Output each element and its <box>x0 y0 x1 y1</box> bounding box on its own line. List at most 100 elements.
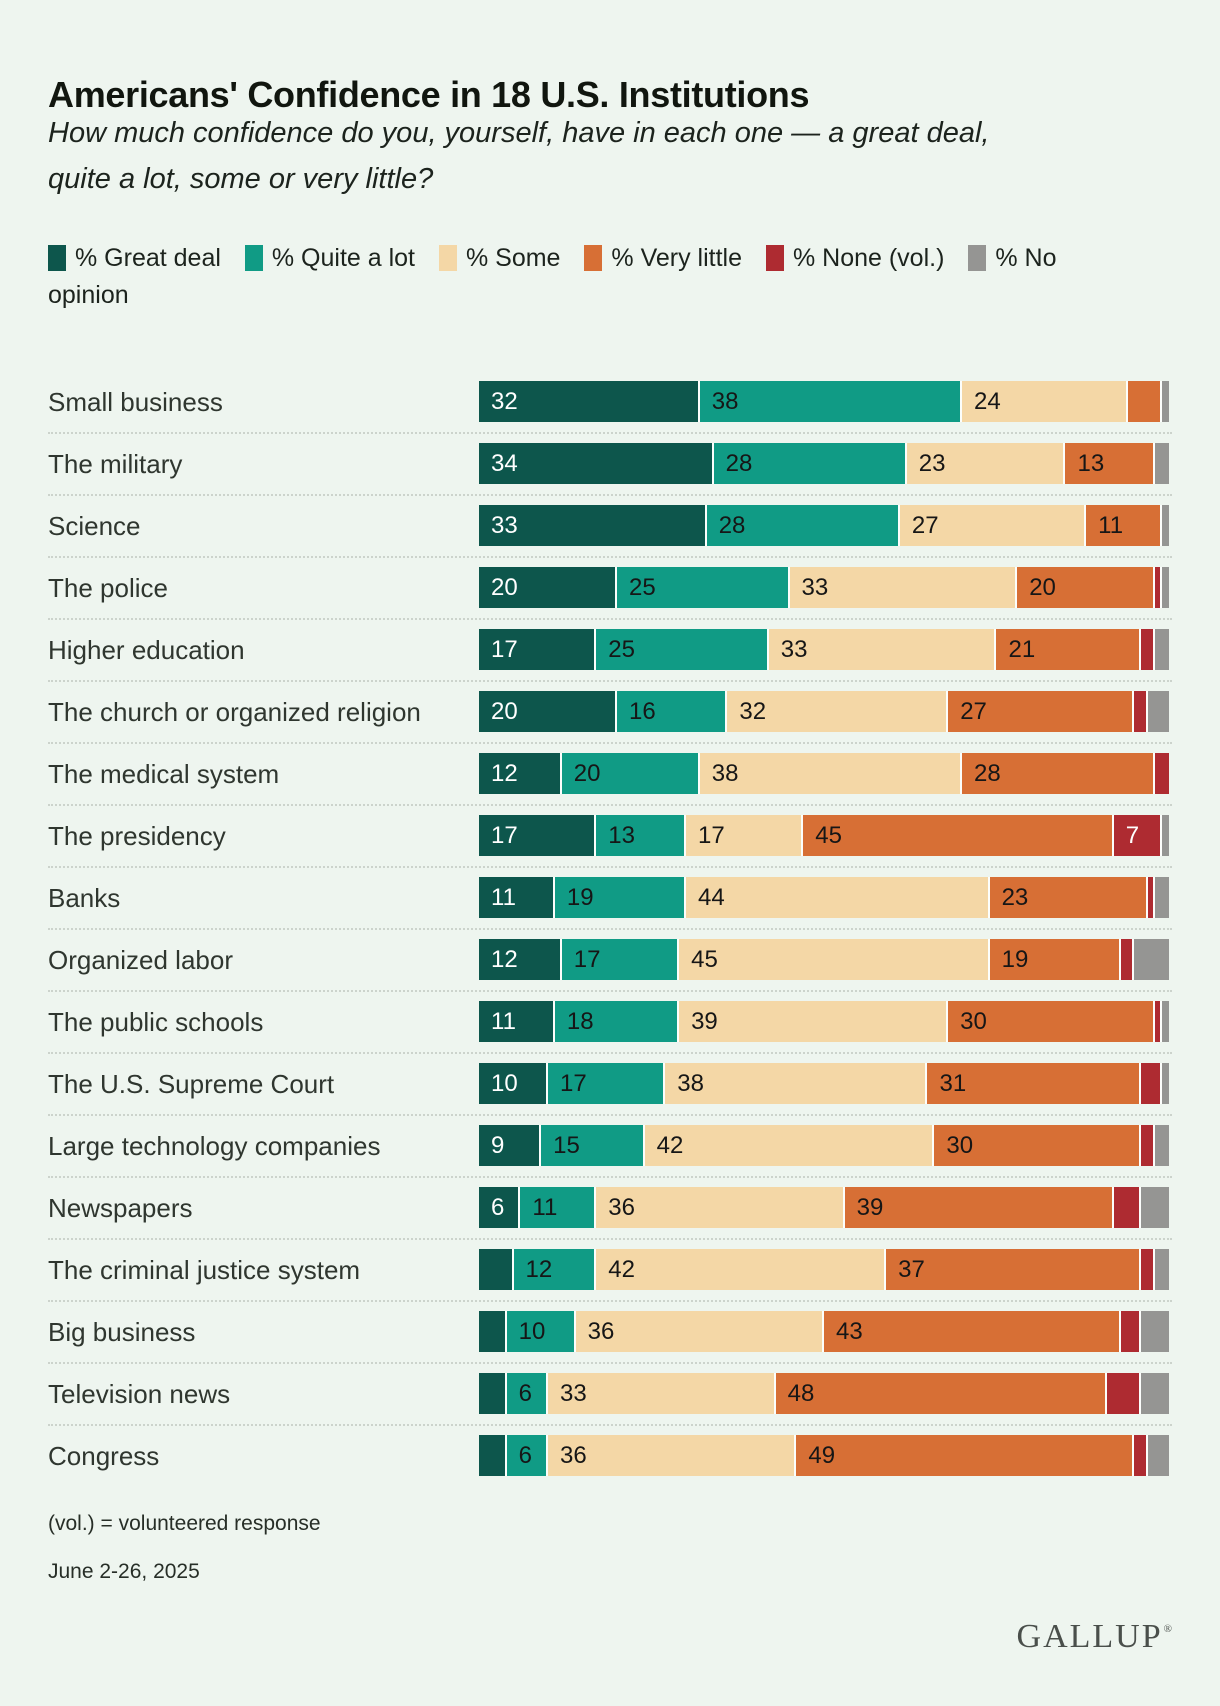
segment-value-label: 36 <box>559 1441 587 1469</box>
gallup-wordmark: GALLUP <box>1016 1618 1163 1655</box>
row-label: Large technology companies <box>48 1131 381 1161</box>
bar: 20 25 33 20 <box>479 567 1169 608</box>
segment-value-label: 19 <box>1001 945 1029 973</box>
row-label: The military <box>48 449 183 479</box>
legend-item: % Quite a lot <box>244 244 415 272</box>
chart-row: Television news 6 33 48 <box>0 1363 1220 1426</box>
gallup-logo: GALLUP® <box>1017 1618 1172 1656</box>
bar-segment: 45 <box>803 815 1114 856</box>
bar-segment: 36 <box>575 1311 824 1352</box>
row-label: Big business <box>48 1317 196 1347</box>
chart-row: Banks 11 19 44 23 <box>0 867 1220 930</box>
row-label: Banks <box>48 883 121 913</box>
segment-value-label: 39 <box>691 1007 718 1035</box>
segment-value-label: 12 <box>491 759 518 787</box>
chart-row: The church or organized religion 20 16 32 2… <box>0 681 1220 744</box>
bar-segment: 28 <box>961 753 1156 794</box>
bar-segment: 13 <box>596 815 686 856</box>
bar-segment <box>1155 629 1169 670</box>
bar-segment: 30 <box>948 1001 1156 1042</box>
row-label: Television news <box>48 1379 231 1409</box>
segment-value-label: 45 <box>815 821 842 849</box>
bar: 6 11 36 39 <box>479 1187 1169 1228</box>
bar-segment <box>1148 691 1169 732</box>
bar: 10 36 43 <box>479 1311 1169 1352</box>
segment-value-label: 49 <box>808 1441 836 1469</box>
chart-row: Higher education 17 25 33 21 <box>0 619 1220 682</box>
segment-value-label: 16 <box>629 697 656 725</box>
bar-segment: 23 <box>989 877 1149 918</box>
segment-value-label: 33 <box>559 1379 587 1407</box>
segment-value-label: 6 <box>518 1441 532 1469</box>
segment-value-label: 20 <box>1029 573 1056 601</box>
bar-segment <box>1141 1063 1163 1104</box>
bar-segment <box>1141 1249 1156 1290</box>
legend-swatch <box>584 245 603 271</box>
segment-value-label: 17 <box>491 821 518 849</box>
bar-segment: 11 <box>1086 505 1163 546</box>
segment-value-label: 38 <box>711 759 739 787</box>
segment-value-label: 11 <box>491 1007 516 1035</box>
bar: 12 42 37 <box>479 1249 1169 1290</box>
legend-label: % No opinion <box>48 244 1057 309</box>
bar-segment <box>1141 1125 1156 1166</box>
segment-value-label: 32 <box>739 697 767 725</box>
segment-value-label: 7 <box>1125 821 1140 849</box>
row-label: Organized labor <box>48 945 233 975</box>
segment-value-label: 19 <box>566 883 594 911</box>
segment-value-label: 31 <box>939 1069 967 1097</box>
bar-segment <box>1155 443 1169 484</box>
segment-value-label: 45 <box>691 945 718 973</box>
segment-value-label: 20 <box>491 697 518 725</box>
segment-value-label: 17 <box>491 635 518 663</box>
bar-segment <box>1120 1311 1142 1352</box>
row-label: The presidency <box>48 821 226 851</box>
bar-segment: 17 <box>479 815 597 856</box>
segment-value-label: 33 <box>780 635 808 663</box>
bar: 12 20 38 28 <box>479 753 1169 794</box>
bar-segment <box>1141 1373 1169 1414</box>
bar-segment <box>1155 567 1163 608</box>
row-label: The criminal justice system <box>48 1255 361 1285</box>
bar-segment: 44 <box>685 877 990 918</box>
segment-value-label: 27 <box>960 697 987 725</box>
segment-value-label: 15 <box>553 1131 580 1159</box>
bar-segment <box>1162 1001 1169 1042</box>
bar-segment: 12 <box>479 939 562 980</box>
bar-segment <box>1162 815 1169 856</box>
bar-segment: 20 <box>561 753 700 794</box>
segment-value-label: 11 <box>532 1193 558 1221</box>
legend-label: % Some <box>465 244 561 272</box>
segment-value-label: 43 <box>835 1317 863 1345</box>
bar: 10 17 38 31 <box>479 1063 1169 1104</box>
bar: 9 15 42 30 <box>479 1125 1169 1166</box>
bar-segment: 16 <box>617 691 728 732</box>
segment-value-label: 30 <box>946 1131 974 1159</box>
chart-row: The criminal justice system 12 42 37 <box>0 1239 1220 1302</box>
row-label: Higher education <box>48 635 245 665</box>
footnote-vol: (vol.) = volunteered response <box>48 1512 321 1535</box>
segment-value-label: 38 <box>711 387 739 415</box>
page-title: Americans' Confidence in 18 U.S. Institu… <box>48 74 810 116</box>
segment-value-label: 25 <box>608 635 635 663</box>
legend-label: % None (vol.) <box>792 244 945 272</box>
bar-segment <box>1127 381 1163 422</box>
segment-value-label: 23 <box>1001 883 1029 911</box>
row-label: The U.S. Supreme Court <box>48 1069 335 1099</box>
bar-segment <box>479 1373 507 1414</box>
chart-row: The U.S. Supreme Court 10 17 38 31 <box>0 1053 1220 1116</box>
bar-segment: 11 <box>479 1001 555 1042</box>
bar-segment: 42 <box>596 1249 887 1290</box>
segment-value-label: 28 <box>718 511 746 539</box>
bar-segment: 48 <box>775 1373 1107 1414</box>
segment-value-label: 34 <box>491 449 518 477</box>
registered-mark: ® <box>1163 1623 1172 1635</box>
bar-segment: 39 <box>844 1187 1114 1228</box>
bar-segment: 49 <box>796 1435 1135 1476</box>
chart-row: Big business 10 36 43 <box>0 1301 1220 1364</box>
segment-value-label: 21 <box>1008 635 1036 663</box>
segment-value-label: 24 <box>973 387 1001 415</box>
legend: % Great deal % Quite a lot % Some % Very… <box>48 240 1108 314</box>
bar-segment: 27 <box>899 505 1087 546</box>
segment-value-label: 20 <box>491 573 518 601</box>
